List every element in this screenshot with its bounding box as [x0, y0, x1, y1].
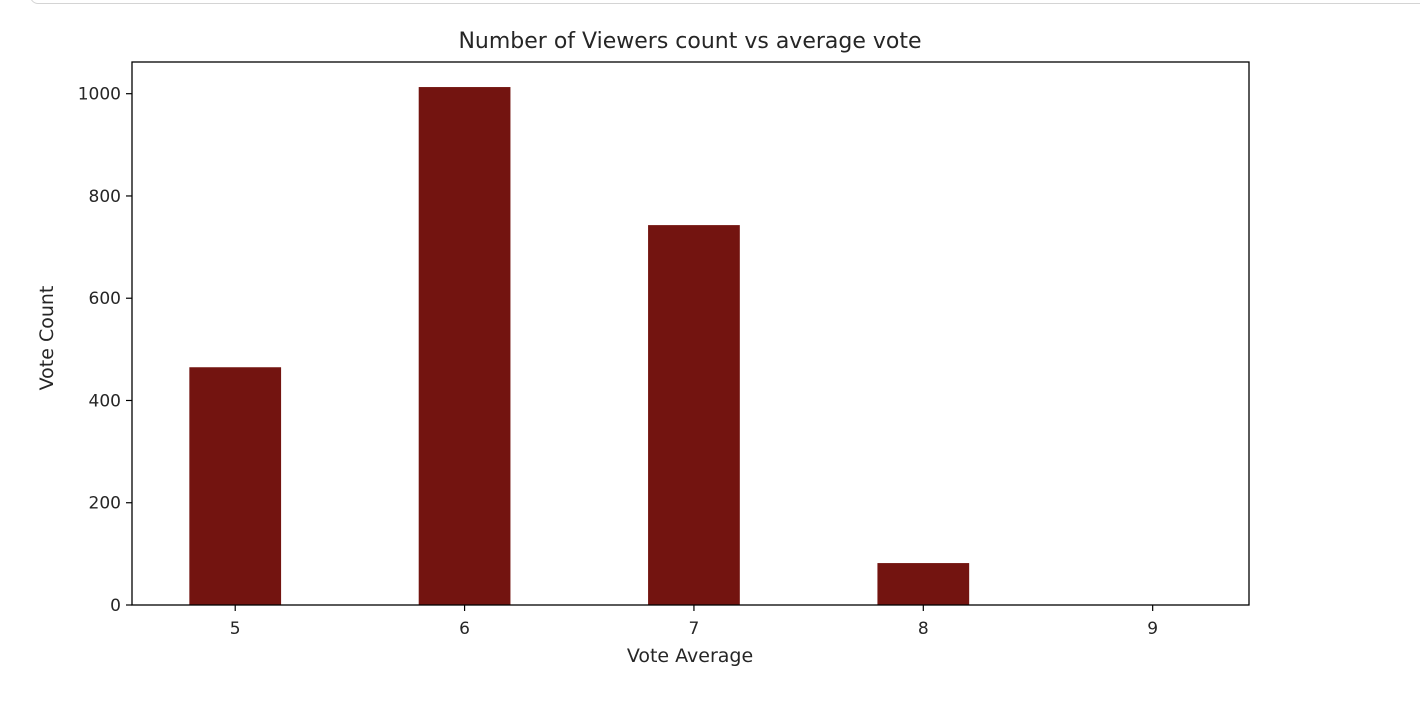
y-axis-label: Vote Count	[36, 286, 58, 391]
y-tick-label: 0	[110, 596, 121, 616]
x-tick-label: 5	[230, 619, 241, 639]
y-tick-label: 800	[89, 187, 121, 207]
y-tick-label: 600	[89, 289, 121, 309]
bars-group	[189, 87, 970, 606]
x-tick-label: 7	[689, 619, 700, 639]
bar-8	[877, 563, 970, 605]
x-tick-label: 9	[1147, 619, 1158, 639]
chart-title: Number of Viewers count vs average vote	[458, 29, 921, 54]
plot-area-frame	[131, 61, 1250, 606]
x-axis-ticks: 5 6 7 8 9	[230, 605, 1158, 639]
bar-6	[418, 87, 511, 606]
bar-7	[648, 225, 740, 605]
x-tick-label: 8	[918, 619, 929, 639]
y-tick-label: 200	[89, 494, 121, 514]
bar-5	[189, 367, 282, 605]
y-tick-label: 1000	[78, 85, 121, 105]
y-tick-label: 400	[89, 391, 121, 411]
x-tick-label: 6	[459, 619, 470, 639]
x-axis-label: Vote Average	[627, 645, 753, 667]
y-axis-ticks: 0 200 400 600 800 1000	[78, 85, 132, 616]
